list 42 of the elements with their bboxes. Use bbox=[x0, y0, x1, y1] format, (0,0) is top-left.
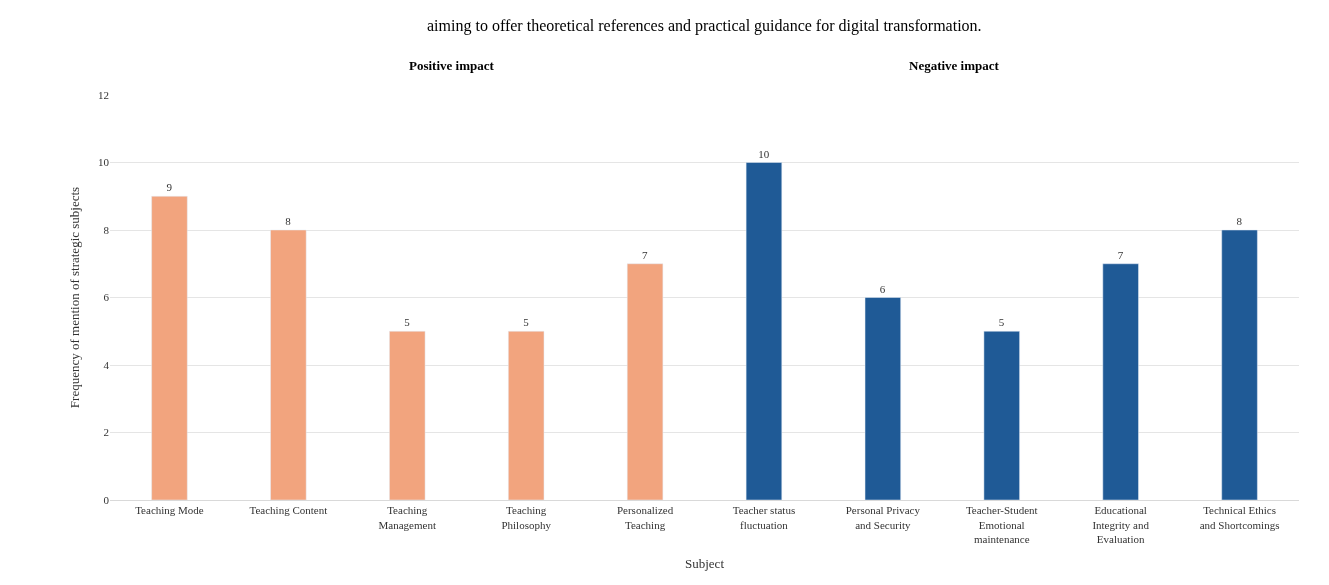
x-tick-label: Teaching Content bbox=[249, 504, 328, 517]
y-tick-label: 8 bbox=[103, 223, 110, 236]
text: Positive impact bbox=[409, 58, 495, 73]
bar bbox=[864, 297, 901, 500]
x-tick-label: Teacher-Student Emotional maintenance bbox=[965, 504, 1038, 545]
x-tick-label: Educational Integrity and Evaluation bbox=[1092, 504, 1150, 545]
x-tick-label: Teaching Management bbox=[378, 504, 436, 531]
y-tick-label: 2 bbox=[103, 426, 109, 439]
data-label: 5 bbox=[523, 316, 530, 329]
x-tick-label: Teaching Mode bbox=[135, 504, 204, 517]
data-label: 6 bbox=[879, 282, 886, 295]
x-axis-title: Subject bbox=[685, 556, 725, 572]
bar bbox=[983, 331, 1020, 500]
bar bbox=[389, 331, 426, 500]
y-tick-label: 0 bbox=[103, 493, 110, 506]
text: aiming to offer theoretical references and practical guidance for digital transformation. bbox=[427, 17, 982, 35]
data-label: 5 bbox=[404, 316, 411, 329]
data-label: 5 bbox=[998, 316, 1005, 329]
x-tick-label: Teaching Philosophy bbox=[501, 504, 552, 531]
y-tick-label: 4 bbox=[103, 358, 110, 371]
bar bbox=[1221, 229, 1258, 500]
y-tick-label: 6 bbox=[103, 291, 110, 304]
bar bbox=[626, 263, 664, 500]
y-tick-label: 10 bbox=[98, 156, 110, 169]
x-tick-label: Technical Ethics and Shortcomings bbox=[1199, 504, 1280, 531]
data-label: 7 bbox=[642, 248, 649, 261]
y-tick-label: 12 bbox=[98, 88, 109, 101]
bar bbox=[508, 331, 545, 500]
data-label: 8 bbox=[1236, 215, 1243, 227]
bar bbox=[151, 196, 188, 500]
data-label: 7 bbox=[1117, 248, 1124, 261]
bar bbox=[745, 162, 783, 500]
data-label: 9 bbox=[166, 181, 173, 194]
bar bbox=[270, 229, 307, 500]
text: Negative impact bbox=[909, 58, 1000, 73]
bar bbox=[1102, 263, 1139, 500]
y-axis-title: Frequency of mention of strategic subjects bbox=[66, 186, 82, 409]
x-tick-label: Personal Privacy and Security bbox=[845, 504, 921, 531]
x-tick-label: Teacher status fluctuation bbox=[732, 504, 796, 531]
data-label: 8 bbox=[285, 215, 292, 227]
x-tick-label: Personalized Teaching bbox=[616, 504, 674, 531]
data-label: 10 bbox=[758, 147, 770, 160]
